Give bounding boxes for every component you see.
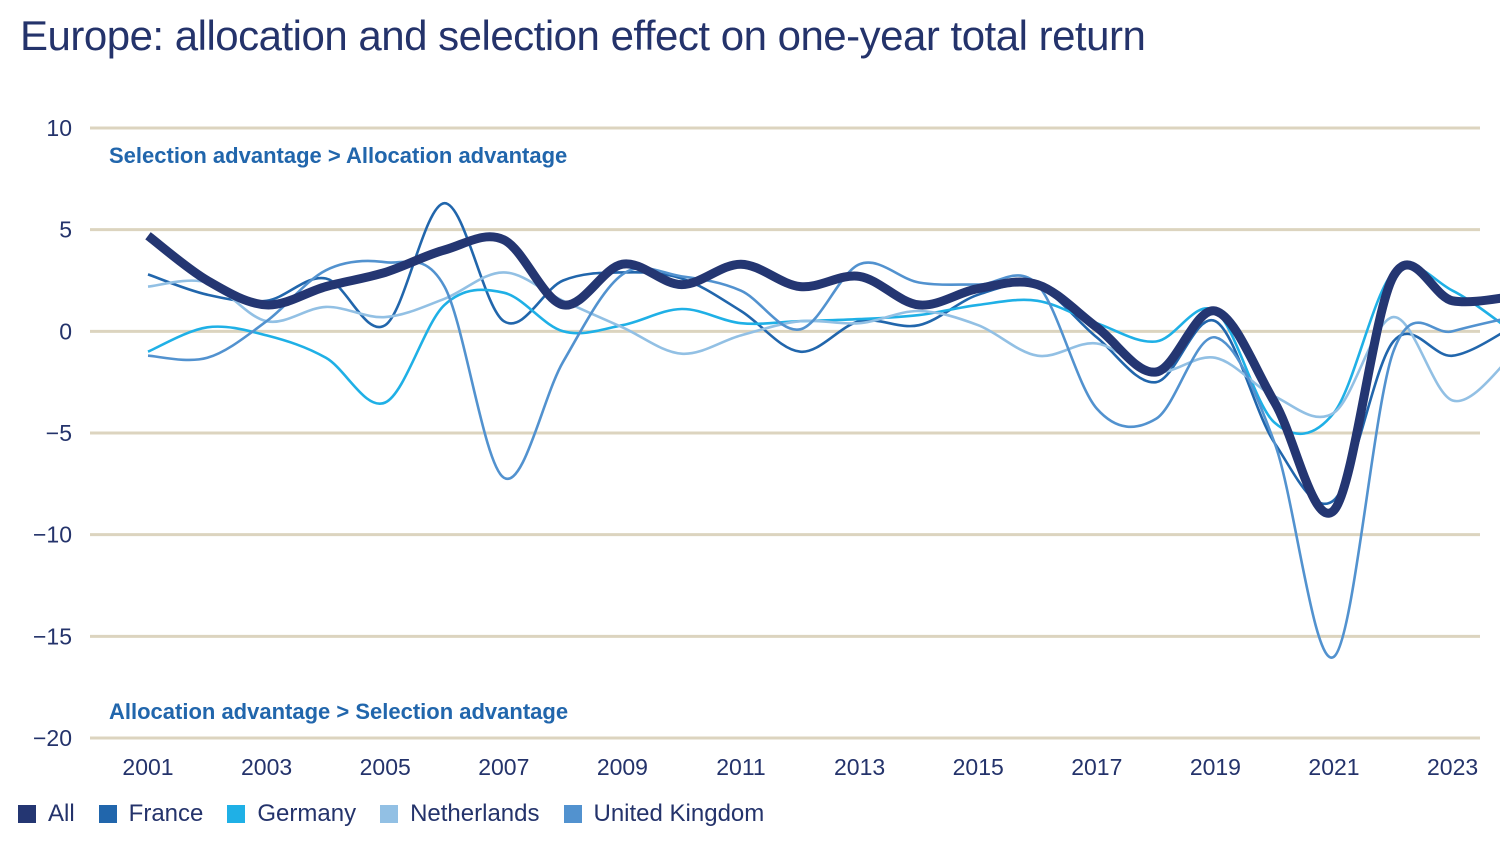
legend-label: Germany <box>257 800 357 827</box>
annotation-top: Selection advantage > Allocation advanta… <box>109 143 567 168</box>
legend-item-all: All <box>18 800 75 828</box>
gridlines <box>90 126 1480 740</box>
legend-swatch-germany <box>227 805 246 823</box>
y-tick-label: −20 <box>33 725 72 751</box>
x-tick-label: 2013 <box>834 754 885 780</box>
legend-label: All <box>48 800 75 827</box>
series-line-germany <box>147 264 1500 436</box>
legend: All France Germany Netherlands United Ki… <box>18 800 788 828</box>
x-tick-label: 2017 <box>1071 754 1122 780</box>
y-axis-ticks: 10 5 0 −5 −10 −15 −20 <box>33 115 72 751</box>
x-tick-label: 2005 <box>360 754 411 780</box>
series-line-france <box>147 201 1500 506</box>
legend-swatch-united-kingdom <box>563 805 582 823</box>
series-lines <box>145 201 1500 659</box>
legend-swatch-france <box>98 805 117 823</box>
x-tick-label: 2021 <box>1308 754 1359 780</box>
x-tick-label: 2011 <box>716 754 765 780</box>
series-line-all <box>145 232 1500 518</box>
x-tick-label: 2007 <box>478 754 529 780</box>
y-tick-label: −10 <box>33 522 72 548</box>
legend-label: Netherlands <box>410 800 540 827</box>
x-tick-label: 2015 <box>953 754 1004 780</box>
y-tick-label: −5 <box>46 420 72 446</box>
x-tick-label: 2023 <box>1427 754 1478 780</box>
y-tick-label: 0 <box>59 318 72 344</box>
x-tick-label: 2001 <box>122 754 173 780</box>
legend-item-netherlands: Netherlands <box>380 800 540 828</box>
x-tick-label: 2003 <box>241 754 292 780</box>
annotation-bottom: Allocation advantage > Selection advanta… <box>109 699 568 724</box>
y-tick-label: 10 <box>46 115 72 141</box>
legend-swatch-netherlands <box>380 805 399 823</box>
legend-item-france: France <box>98 800 204 828</box>
legend-swatch-all <box>18 805 36 823</box>
y-tick-label: −15 <box>33 623 72 649</box>
chart-title: Europe: allocation and selection effect … <box>20 12 1146 59</box>
legend-item-united-kingdom: United Kingdom <box>563 800 765 828</box>
x-axis-ticks: 2001 2003 2005 2007 2009 2011 2013 2015 2017 2019… <box>122 754 1478 780</box>
series-line-netherlands <box>147 271 1500 419</box>
x-tick-label: 2019 <box>1190 754 1241 780</box>
y-tick-label: 5 <box>59 217 72 243</box>
x-tick-label: 2009 <box>597 754 648 780</box>
legend-item-germany: Germany <box>227 800 356 828</box>
legend-label: United Kingdom <box>593 800 765 827</box>
legend-label: France <box>128 800 204 827</box>
